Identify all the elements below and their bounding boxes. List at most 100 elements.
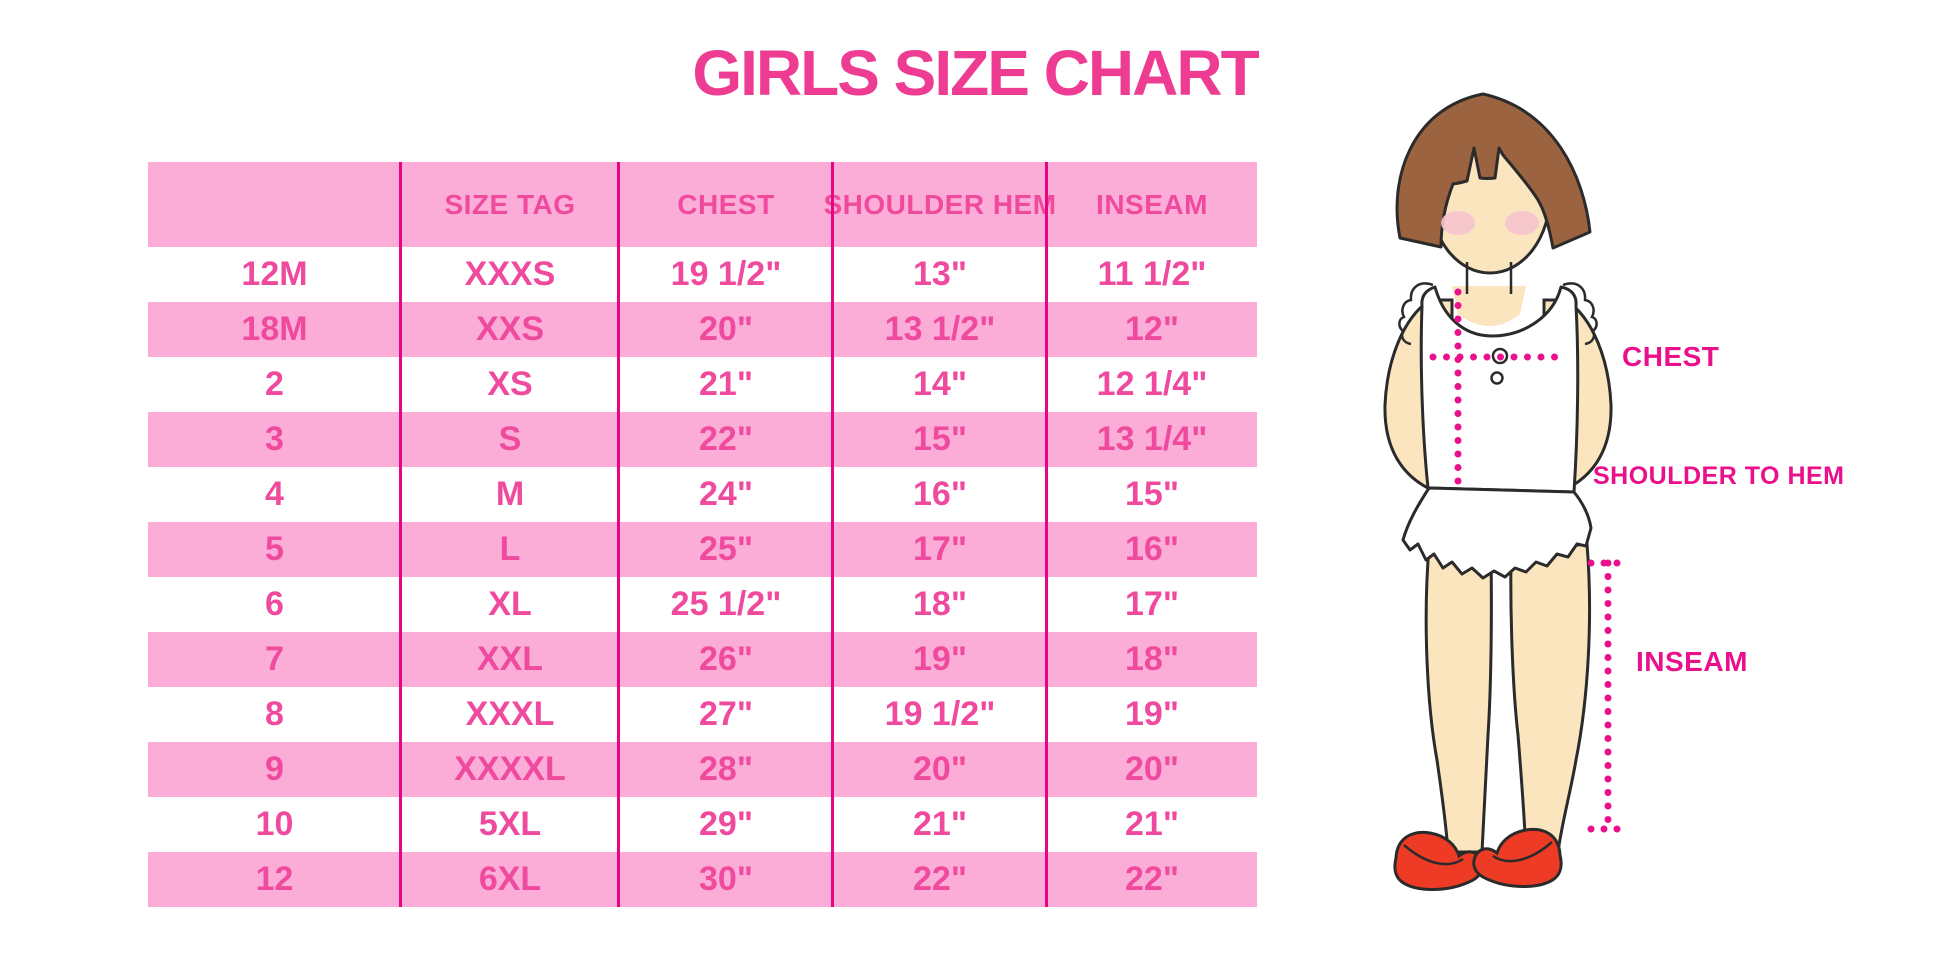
cell-size-tag: 5XL — [478, 805, 542, 843]
girls-size-table: SIZE TAG CHEST SHOULDER HEM INSEAM 12M X… — [148, 162, 1257, 907]
cell-size-tag: M — [495, 475, 525, 513]
cell-shoulder-hem: 22" — [913, 860, 967, 898]
cell-inseam: 11 1/2" — [1097, 255, 1207, 293]
cell-chest: 29" — [699, 805, 753, 843]
header-cell-size — [148, 162, 401, 247]
girl-shoe-right-strap — [1492, 841, 1553, 863]
shoulder-ruffle-left — [1398, 282, 1434, 346]
cell-shoulder-hem: 19" — [913, 640, 967, 678]
cell-size: 3 — [265, 420, 284, 458]
cell-size-tag: 6XL — [478, 860, 542, 898]
column-divider — [1045, 162, 1048, 907]
cell-size: 10 — [255, 805, 294, 843]
girl-measurement-diagram: CHEST SHOULDER TO HEM INSEAM — [1300, 60, 1946, 973]
cell-chest: 20" — [699, 310, 753, 348]
neck-outline — [1465, 262, 1513, 294]
cell-chest: 25 1/2" — [670, 585, 782, 623]
cell-size-tag: XXL — [476, 640, 544, 678]
cell-shoulder-hem: 17" — [913, 530, 967, 568]
table-row: 9 XXXXL 28" 20" 20" — [148, 742, 1257, 797]
girl-skirt — [1401, 486, 1593, 580]
page-title: GIRLS SIZE CHART — [692, 37, 1259, 109]
header-cell-shoulder-hem: SHOULDER HEM — [823, 188, 1057, 220]
cell-inseam: 16" — [1125, 530, 1179, 568]
cell-shoulder-hem: 16" — [913, 475, 967, 513]
table-row: 3 S 22" 15" 13 1/4" — [148, 412, 1257, 467]
column-divider — [399, 162, 402, 907]
table-row: 4 M 24" 16" 15" — [148, 467, 1257, 522]
girl-shoe-right — [1472, 827, 1563, 888]
table-row: 8 XXXL 27" 19 1/2" 19" — [148, 687, 1257, 742]
table-row: 6 XL 25 1/2" 18" 17" — [148, 577, 1257, 632]
inseam-label: INSEAM — [1636, 646, 1748, 677]
cell-chest: 22" — [699, 420, 753, 458]
girl-leg-right — [1509, 542, 1592, 854]
cell-size-tag: S — [498, 420, 522, 458]
cell-shoulder-hem: 15" — [913, 420, 967, 458]
table-row: 7 XXL 26" 19" 18" — [148, 632, 1257, 687]
cell-shoulder-hem: 18" — [913, 585, 967, 623]
cell-chest: 25" — [699, 530, 753, 568]
cell-chest: 26" — [699, 640, 753, 678]
cell-size: 2 — [265, 365, 284, 403]
cell-size: 5 — [265, 530, 284, 568]
cell-size-tag: XL — [488, 585, 532, 623]
table-row: 12 6XL 30" 22" 22" — [148, 852, 1257, 907]
cell-size: 12 — [255, 860, 294, 898]
cell-size-tag: XXXS — [464, 255, 556, 293]
girl-hair — [1395, 92, 1592, 250]
cell-size: 7 — [265, 640, 284, 678]
cell-chest: 27" — [699, 695, 753, 733]
cell-size-tag: XXS — [475, 310, 545, 348]
cell-chest: 28" — [699, 750, 753, 788]
cell-size: 4 — [265, 475, 284, 513]
cell-inseam: 15" — [1125, 475, 1179, 513]
blush-right — [1505, 211, 1539, 235]
cell-inseam: 19" — [1125, 695, 1179, 733]
header-cell-chest: CHEST — [677, 188, 775, 220]
girl-leg-left — [1424, 545, 1493, 854]
table-row: 12M XXXS 19 1/2" 13" 11 1/2" — [148, 247, 1257, 302]
cell-inseam: 20" — [1125, 750, 1179, 788]
cell-chest: 19 1/2" — [670, 255, 782, 293]
shoulder-ruffle-right — [1562, 282, 1598, 346]
table-body: 12M XXXS 19 1/2" 13" 11 1/2" 18M XXS 20"… — [148, 247, 1257, 907]
cell-inseam: 13 1/4" — [1096, 420, 1208, 458]
cell-size: 12M — [241, 255, 308, 293]
cell-inseam: 12 1/4" — [1096, 365, 1208, 403]
column-divider — [617, 162, 620, 907]
blush-left — [1441, 211, 1475, 235]
cell-inseam: 21" — [1125, 805, 1179, 843]
cell-inseam: 22" — [1125, 860, 1179, 898]
dress-button-bottom — [1490, 371, 1504, 385]
girl-shoe-left-strap — [1403, 844, 1464, 866]
cell-size: 18M — [241, 310, 308, 348]
chest-label: CHEST — [1622, 341, 1719, 372]
table-header-row: SIZE TAG CHEST SHOULDER HEM INSEAM — [148, 162, 1257, 247]
cell-size-tag: XXXXL — [454, 750, 566, 788]
cell-size-tag: XXXL — [465, 695, 555, 733]
table-row: 18M XXS 20" 13 1/2" 12" — [148, 302, 1257, 357]
cell-inseam: 17" — [1125, 585, 1179, 623]
cell-size: 8 — [265, 695, 284, 733]
girl-neck — [1452, 286, 1526, 326]
cell-inseam: 12" — [1125, 310, 1179, 348]
shoulder-to-hem-label: SHOULDER TO HEM — [1593, 462, 1845, 490]
cell-size: 6 — [265, 585, 284, 623]
cell-shoulder-hem: 19 1/2" — [884, 695, 996, 733]
cell-shoulder-hem: 13 1/2" — [884, 310, 996, 348]
table-row: 2 XS 21" 14" 12 1/4" — [148, 357, 1257, 412]
cell-shoulder-hem: 13" — [913, 255, 967, 293]
cell-size-tag: L — [499, 530, 521, 568]
column-divider — [831, 162, 834, 907]
cell-chest: 24" — [699, 475, 753, 513]
cell-inseam: 18" — [1125, 640, 1179, 678]
cell-shoulder-hem: 21" — [913, 805, 967, 843]
header-cell-size-tag: SIZE TAG — [444, 188, 576, 220]
header-cell-inseam: INSEAM — [1096, 188, 1208, 220]
table-row: 10 5XL 29" 21" 21" — [148, 797, 1257, 852]
cell-shoulder-hem: 14" — [913, 365, 967, 403]
cell-size: 9 — [265, 750, 284, 788]
cell-size-tag: XS — [487, 365, 533, 403]
table-row: 5 L 25" 17" 16" — [148, 522, 1257, 577]
